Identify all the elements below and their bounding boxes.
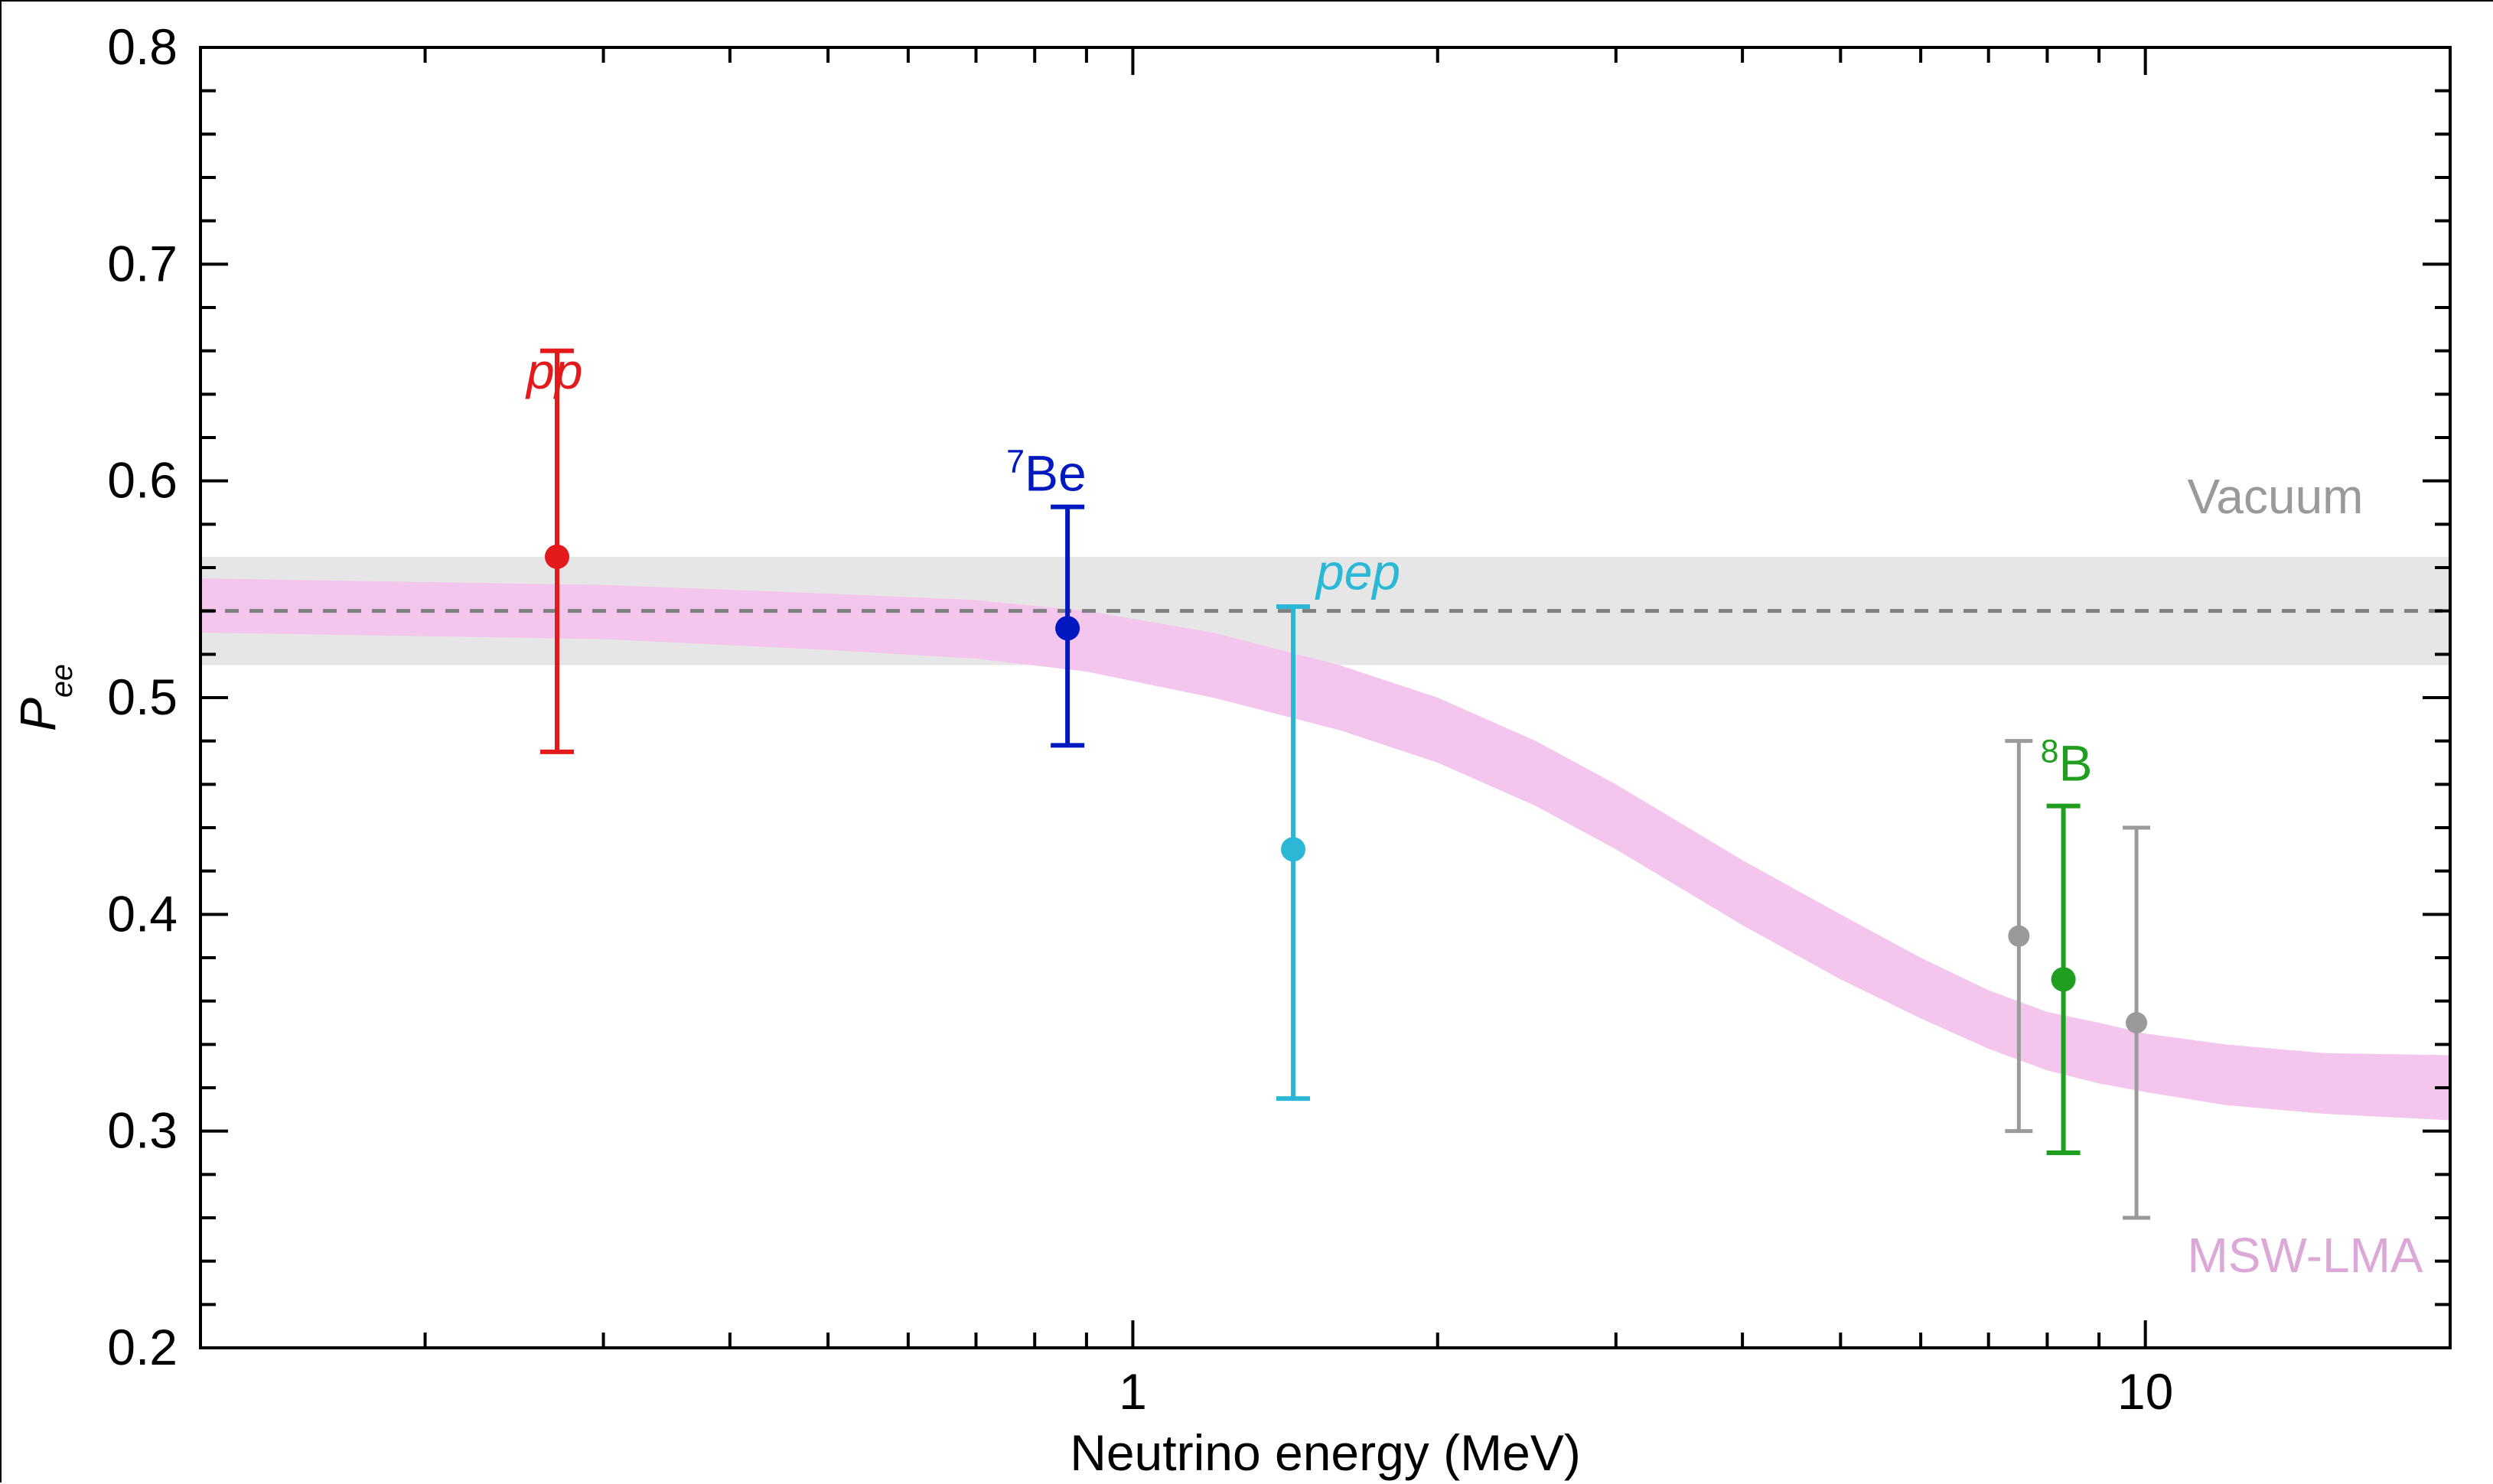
y-tick-label: 0.8: [107, 18, 178, 75]
y-tick-label: 0.2: [107, 1319, 178, 1375]
y-tick-label: 0.4: [107, 885, 178, 942]
marker: [1055, 616, 1080, 640]
point-label: pp: [525, 343, 582, 399]
y-tick-label: 0.7: [107, 235, 178, 291]
y-tick-label: 0.6: [107, 452, 178, 509]
chart-container: 1 10 0.2 0.3 0.4 0.5 0.6 0.7 0.8 Neutrino energy …: [0, 0, 2493, 1482]
marker: [545, 545, 569, 569]
marker: [1281, 837, 1305, 861]
x-tick-label: 1: [1119, 1363, 1147, 1420]
x-axis-label: Neutrino energy (MeV): [1070, 1424, 1581, 1481]
chart-background: [2, 2, 2493, 1484]
marker: [2126, 1012, 2147, 1033]
vacuum-label: Vacuum: [2187, 469, 2363, 524]
y-tick-label: 0.3: [107, 1102, 178, 1159]
msw-lma-label: MSW-LMA: [2187, 1228, 2423, 1283]
x-tick-label: 10: [2117, 1363, 2173, 1420]
y-tick-label: 0.5: [107, 669, 178, 725]
marker: [2008, 926, 2029, 947]
point-label: pep: [1315, 543, 1400, 600]
survival-probability-chart: 1 10 0.2 0.3 0.4 0.5 0.6 0.7 0.8 Neutrino energy …: [2, 2, 2493, 1484]
marker: [2051, 967, 2076, 991]
